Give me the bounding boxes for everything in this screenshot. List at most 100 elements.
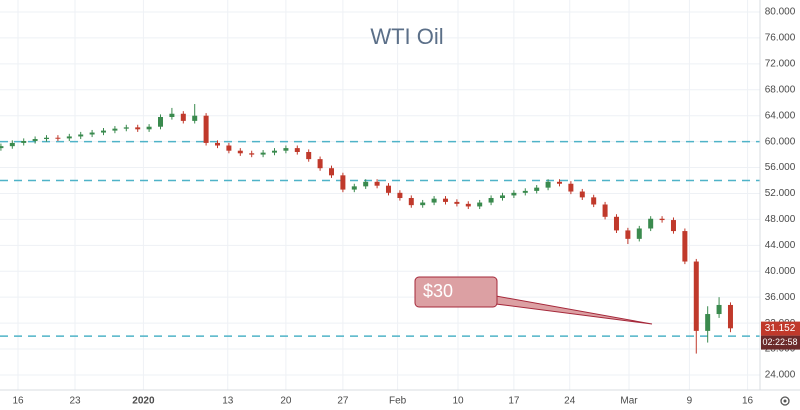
x-tick-label: 16 [12, 396, 24, 407]
candles [0, 104, 733, 354]
x-tick-label: 10 [452, 396, 464, 407]
x-tick-label: 24 [564, 396, 576, 407]
candle-body [180, 113, 186, 121]
countdown-label: 02:22:58 [762, 337, 797, 347]
y-tick-label: 56.000 [765, 162, 796, 173]
candle-body [9, 142, 15, 147]
candle-body [648, 218, 654, 229]
candle-body [260, 152, 266, 155]
x-tick-label: 17 [508, 396, 520, 407]
candle-body [363, 181, 369, 187]
candle-body [328, 168, 334, 176]
y-tick-label: 48.000 [765, 214, 796, 225]
candle-body [271, 150, 277, 153]
candle-body [215, 142, 221, 146]
candle-body [477, 202, 483, 207]
candle-body [385, 185, 391, 193]
candle-body [636, 228, 642, 239]
grid [0, 0, 760, 390]
candle-body [727, 304, 733, 329]
candle-body [146, 126, 152, 130]
candle-body [625, 230, 631, 239]
settings-icon[interactable] [780, 396, 790, 406]
candle-body [55, 137, 61, 139]
candle-body [283, 148, 289, 151]
candle-body [32, 139, 38, 141]
candle-body [101, 130, 107, 133]
y-tick-label: 24.000 [765, 370, 796, 381]
candle-body [135, 127, 141, 130]
levels [0, 140, 760, 337]
candle-body [670, 220, 676, 232]
y-tick-label: 60.000 [765, 136, 796, 147]
candle-body [408, 198, 414, 206]
last-price-box [761, 321, 800, 336]
x-tick-label: 9 [687, 396, 693, 407]
x-tick-label: 2020 [132, 396, 155, 407]
x-tick-label: 16 [742, 396, 754, 407]
candle-body [237, 150, 243, 154]
candle-body [705, 314, 711, 331]
candle-body [602, 204, 608, 217]
candle-body [579, 191, 585, 198]
candle-body [499, 195, 505, 199]
candle-body [306, 151, 312, 160]
candle-body [716, 304, 722, 315]
y-tick-label: 72.000 [765, 58, 796, 69]
x-tick-label: Mar [620, 396, 638, 407]
last-price-label: 31.152 [765, 323, 796, 334]
candle-body [351, 186, 357, 190]
candle-body [545, 181, 551, 188]
gear[interactable] [780, 396, 790, 406]
candle-body [226, 145, 232, 151]
candle-body [522, 190, 528, 193]
candle-body [340, 175, 346, 190]
candle-body [442, 198, 448, 202]
candle-body [123, 127, 129, 129]
axes: 24.00028.00032.00036.00040.00044.00048.0… [12, 7, 800, 407]
candle-body [511, 192, 517, 196]
candle-body [317, 159, 323, 169]
callout-box [414, 276, 498, 308]
candle-body [534, 187, 540, 191]
candle-body [431, 198, 437, 203]
callout-text: $30 [423, 281, 453, 301]
candle-body [169, 113, 175, 117]
candle-body [693, 261, 699, 331]
candle-body [374, 181, 380, 186]
x-tick-label: 27 [337, 396, 349, 407]
chart-title: WTI Oil [370, 24, 443, 49]
y-tick-label: 76.000 [765, 33, 796, 44]
y-tick-label: 68.000 [765, 84, 796, 95]
y-tick-label: 52.000 [765, 188, 796, 199]
candle-body [0, 146, 4, 149]
candle-body [488, 198, 494, 203]
y-tick-label: 80.000 [765, 7, 796, 18]
candle-body [397, 192, 403, 199]
candle-body [249, 153, 255, 155]
x-tick-label: 23 [69, 396, 81, 407]
y-tick-label: 64.000 [765, 110, 796, 121]
candle-body [78, 134, 84, 137]
candle-body [682, 231, 688, 262]
countdown-box [761, 335, 800, 350]
candle-body [192, 115, 198, 121]
candle-body [112, 128, 118, 131]
candle-body [44, 137, 50, 140]
candle-body [454, 201, 460, 204]
gear-center[interactable] [783, 399, 787, 403]
candle-body [556, 181, 562, 184]
candle-body [659, 218, 665, 221]
candle-body [613, 216, 619, 231]
candle-body [294, 148, 300, 152]
candle-body [420, 202, 426, 206]
candle-body [158, 116, 164, 127]
x-tick-label: 13 [222, 396, 234, 407]
candle-body [591, 197, 597, 205]
y-tick-label: 36.000 [765, 292, 796, 303]
y-tick-label: 44.000 [765, 240, 796, 251]
candle-body [21, 140, 27, 143]
annotation: $30 [414, 276, 653, 325]
candle-body [465, 203, 471, 207]
